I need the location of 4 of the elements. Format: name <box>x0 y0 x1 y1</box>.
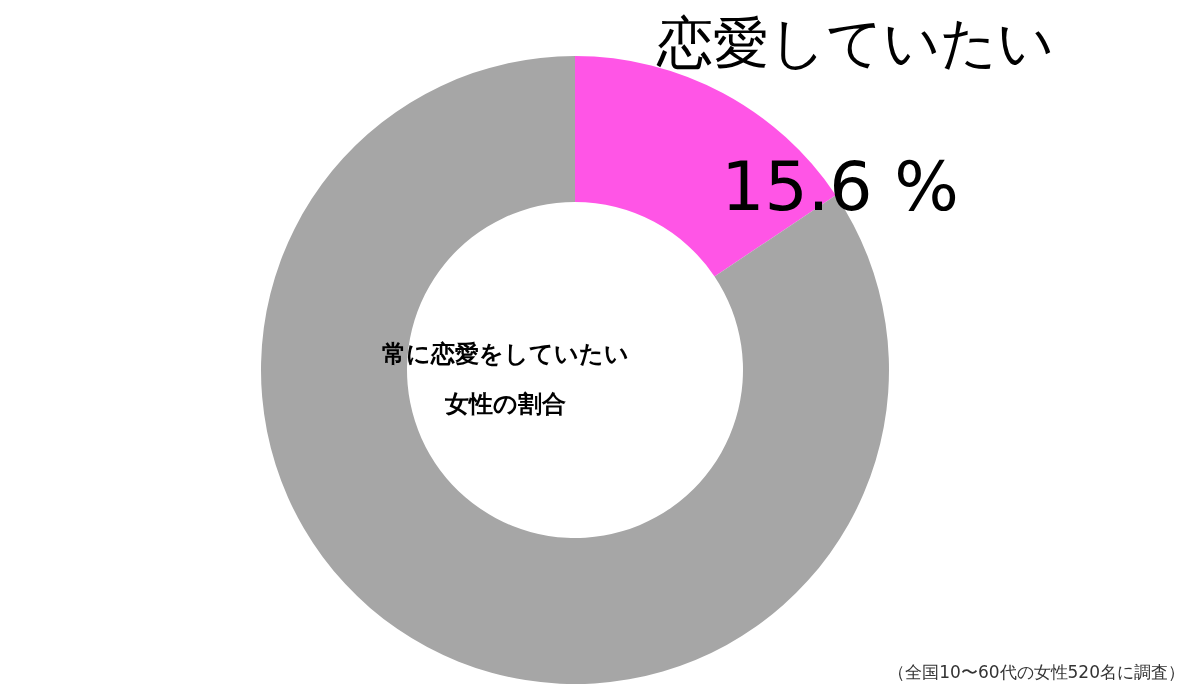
text: （全国10〜60代の女性520名に調査） <box>888 662 1185 682</box>
text: 常に恋愛をしていたい <box>381 340 629 368</box>
text: 女性の割合 <box>443 390 566 418</box>
slice-label: 恋愛していたい <box>655 10 1054 75</box>
